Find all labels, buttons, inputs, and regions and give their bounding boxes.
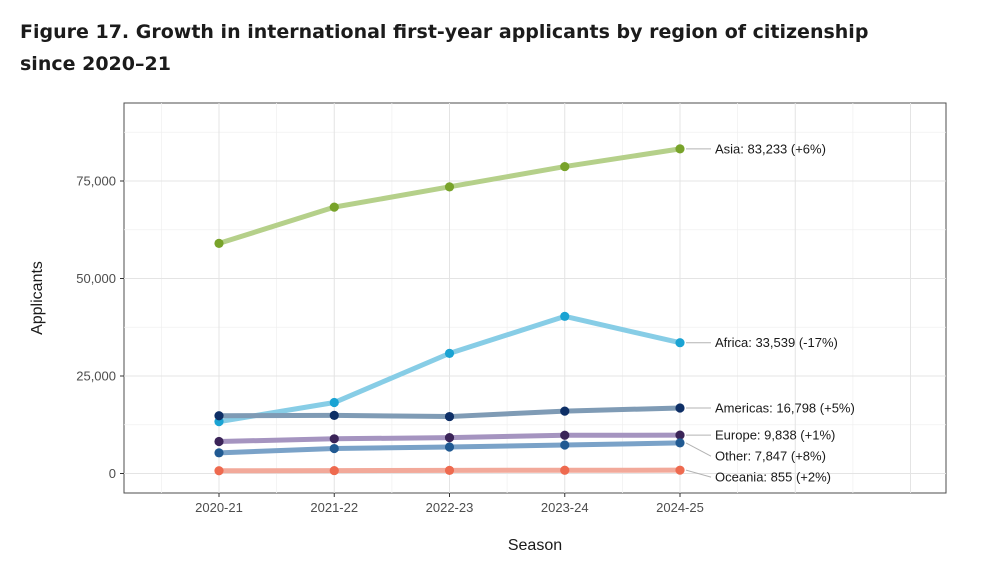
data-point-africa [560, 311, 570, 321]
x-axis-title: Season [508, 537, 562, 554]
data-point-asia [444, 182, 455, 192]
end-label-asia: Asia: 83,233 (+6%) [715, 141, 826, 156]
data-point-americas [214, 411, 224, 421]
series-end-labels: Asia: 83,233 (+6%) Africa: 33,539 (-17%) A… [715, 141, 855, 484]
figure-title: Figure 17. Growth in international first… [20, 21, 869, 75]
y-axis-ticks: 0 25,000 50,000 75,000 [76, 174, 124, 481]
leader-line-oceania [685, 469, 712, 478]
data-point-europe [329, 434, 339, 444]
major-gridlines [124, 103, 946, 493]
end-label-oceania: Oceania: 855 (+2%) [715, 470, 831, 485]
x-tick-label: 2024-25 [656, 500, 704, 515]
data-point-other [329, 443, 339, 454]
data-point-other [560, 440, 570, 450]
data-point-asia [675, 144, 685, 154]
data-point-europe [560, 430, 570, 440]
data-point-americas [444, 411, 455, 422]
x-axis-ticks: 2020-21 2021-22 2022-23 2023-24 2024-25 [195, 493, 704, 515]
data-point-africa [444, 348, 455, 358]
y-tick-label: 50,000 [76, 271, 116, 286]
data-point-other [444, 442, 455, 452]
data-point-other [214, 448, 224, 458]
data-point-africa [329, 397, 339, 408]
y-tick-label: 25,000 [76, 369, 116, 384]
series-points [214, 144, 685, 476]
data-point-oceania [675, 465, 685, 475]
data-point-asia [214, 238, 224, 248]
x-tick-label: 2023-24 [541, 500, 589, 515]
x-tick-label: 2020-21 [195, 500, 243, 515]
data-point-oceania [560, 465, 570, 475]
end-label-other: Other: 7,847 (+8%) [715, 449, 826, 464]
data-point-asia [560, 161, 570, 172]
data-point-asia [329, 202, 339, 212]
data-point-oceania [329, 465, 339, 476]
y-tick-label: 75,000 [76, 174, 116, 189]
data-point-europe [675, 430, 685, 440]
data-point-oceania [214, 466, 224, 476]
y-tick-label: 0 [109, 466, 116, 481]
x-tick-label: 2021-22 [310, 500, 358, 515]
end-label-africa: Africa: 33,539 (-17%) [715, 335, 838, 350]
x-tick-label: 2022-23 [426, 500, 474, 515]
data-point-americas [329, 410, 339, 420]
label-leader-lines [685, 148, 712, 478]
data-point-europe [214, 436, 224, 447]
data-point-other [675, 438, 685, 448]
plot-panel [123, 102, 947, 494]
end-label-europe: Europe: 9,838 (+1%) [715, 428, 835, 443]
data-point-oceania [444, 465, 455, 475]
y-axis-title: Applicants [29, 261, 46, 335]
data-point-europe [444, 433, 455, 443]
leader-line-other [685, 442, 712, 457]
data-point-americas [560, 406, 570, 416]
data-point-africa [675, 338, 685, 348]
end-label-americas: Americas: 16,798 (+5%) [715, 400, 855, 415]
data-point-americas [675, 403, 685, 413]
